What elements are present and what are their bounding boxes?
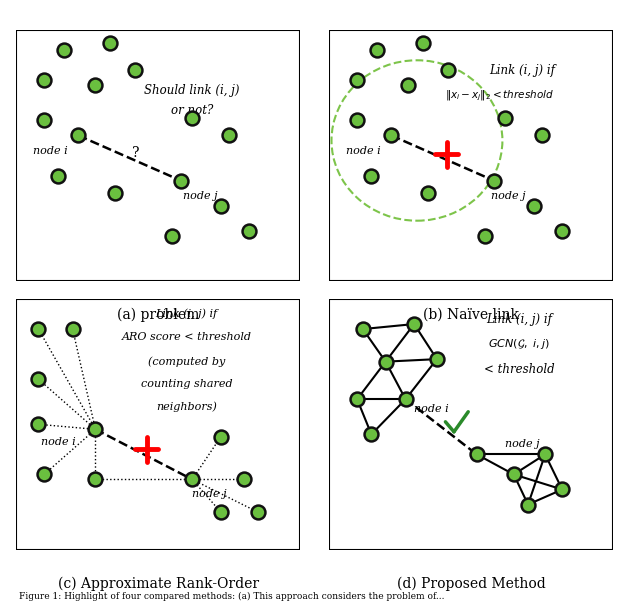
Text: neighbors): neighbors): [156, 402, 217, 412]
Point: [409, 320, 419, 329]
Point: [176, 176, 186, 185]
Point: [73, 130, 83, 140]
Point: [386, 130, 396, 140]
Point: [253, 507, 263, 517]
Point: [443, 65, 453, 75]
Text: node j: node j: [192, 489, 227, 500]
Text: Should link (i, j): Should link (i, j): [145, 84, 240, 97]
Point: [90, 425, 100, 434]
Text: node i: node i: [33, 146, 67, 155]
Point: [537, 130, 547, 140]
Point: [418, 38, 428, 48]
Point: [489, 176, 499, 185]
Point: [403, 80, 413, 90]
Point: [358, 324, 368, 334]
Text: ARO score < threshold: ARO score < threshold: [121, 332, 252, 342]
Text: node i: node i: [41, 437, 76, 447]
Text: or not?: or not?: [171, 104, 213, 117]
Text: (c) Approximate Rank-Order: (c) Approximate Rank-Order: [58, 577, 259, 591]
Point: [557, 226, 567, 236]
Text: (computed by: (computed by: [148, 356, 225, 367]
Point: [187, 475, 197, 484]
Point: [366, 429, 376, 439]
Point: [244, 226, 254, 236]
Point: [216, 201, 226, 210]
Text: (d) Proposed Method: (d) Proposed Method: [397, 577, 545, 591]
Point: [33, 374, 43, 384]
Point: [432, 355, 442, 364]
Point: [557, 484, 567, 494]
Text: node i: node i: [414, 404, 448, 414]
Point: [216, 432, 226, 442]
Point: [352, 394, 362, 404]
Point: [529, 201, 539, 210]
Point: [509, 470, 519, 480]
Text: (a) problem: (a) problem: [117, 308, 199, 323]
Text: (b) Naïve link: (b) Naïve link: [423, 308, 519, 322]
Point: [90, 475, 100, 484]
Point: [167, 231, 177, 240]
Point: [480, 231, 490, 240]
Text: $\Vert x_i - x_j \Vert_2 < threshold$: $\Vert x_i - x_j \Vert_2 < threshold$: [445, 88, 554, 103]
Point: [53, 171, 63, 181]
Text: Figure 1: Highlight of four compared methods: (a) This approach considers the pr: Figure 1: Highlight of four compared met…: [19, 592, 444, 601]
Point: [39, 115, 49, 125]
Text: counting shared: counting shared: [141, 379, 232, 389]
Text: node j: node j: [505, 439, 540, 449]
Point: [39, 470, 49, 480]
Point: [33, 419, 43, 429]
Point: [105, 38, 115, 48]
Text: node j: node j: [183, 191, 218, 201]
Point: [130, 65, 140, 75]
Point: [33, 324, 43, 334]
Text: node j: node j: [491, 191, 525, 201]
Point: [39, 76, 49, 85]
Point: [110, 188, 120, 198]
Point: [68, 324, 78, 334]
Text: node i: node i: [346, 146, 380, 155]
Point: [423, 188, 433, 198]
Text: Link (i, j) if: Link (i, j) if: [490, 64, 555, 77]
Point: [381, 357, 391, 367]
Point: [366, 171, 376, 181]
Point: [352, 115, 362, 125]
Point: [187, 113, 197, 123]
Text: Link (i, j) if: Link (i, j) if: [486, 312, 553, 326]
Point: [352, 76, 362, 85]
Point: [523, 500, 533, 509]
Point: [224, 130, 234, 140]
Point: [239, 475, 249, 484]
Point: [216, 507, 226, 517]
Point: [401, 394, 411, 404]
Point: [59, 45, 69, 55]
Text: ?: ?: [131, 146, 139, 160]
Text: $GCN(\mathcal{G},\ i,j)$: $GCN(\mathcal{G},\ i,j)$: [488, 337, 550, 351]
Text: < threshold: < threshold: [484, 362, 555, 376]
Point: [500, 113, 510, 123]
Text: Link (i, j) if: Link (i, j) if: [155, 309, 218, 320]
Point: [540, 449, 550, 459]
Point: [372, 45, 382, 55]
Point: [472, 449, 482, 459]
Point: [90, 80, 100, 90]
